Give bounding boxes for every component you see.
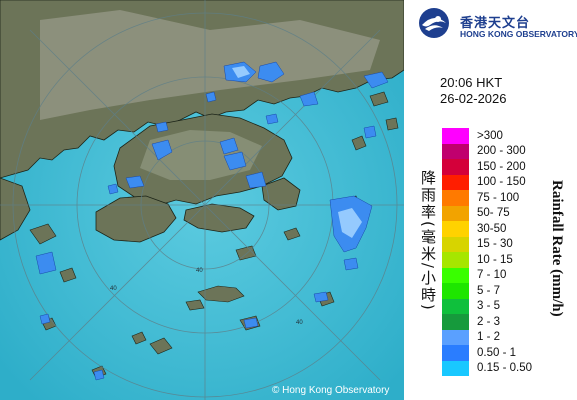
legend-swatch bbox=[442, 159, 469, 175]
legend-label: 15 - 30 bbox=[477, 238, 513, 251]
legend-swatch bbox=[442, 298, 469, 314]
legend-label: 75 - 100 bbox=[477, 191, 520, 204]
legend-row: 2 - 3 bbox=[442, 314, 566, 330]
legend-row: >300 bbox=[442, 128, 566, 144]
legend-row: 30-50 bbox=[442, 221, 566, 237]
legend-title-en: Rainfall Rate (mm/h) bbox=[549, 180, 565, 317]
legend-swatch bbox=[442, 205, 469, 221]
timestamp-time: 20:06 HKT bbox=[440, 75, 503, 90]
copyright-text: © Hong Kong Observatory bbox=[272, 385, 390, 396]
legend-swatch bbox=[442, 143, 469, 159]
legend-title-zh: 降雨率(毫米/小時) bbox=[419, 170, 437, 312]
legend-label: 0.50 - 1 bbox=[477, 346, 516, 359]
rain-echoes-light bbox=[232, 66, 362, 238]
timestamp-date: 26-02-2026 bbox=[440, 91, 507, 106]
legend-label: 7 - 10 bbox=[477, 269, 507, 282]
ring-label: 40 bbox=[296, 320, 303, 326]
legend-row: 7 - 10 bbox=[442, 267, 566, 283]
legend-label: 0.15 - 0.50 bbox=[477, 362, 532, 375]
legend-label: 3 - 5 bbox=[477, 300, 501, 313]
legend-label: 2 - 3 bbox=[477, 315, 501, 328]
rainfall-legend: >300 200 - 300 150 - 200 100 - 150 75 - 100 5… bbox=[442, 128, 566, 376]
legend-swatch bbox=[442, 174, 469, 190]
legend-row: 10 - 15 bbox=[442, 252, 566, 268]
mainland-highlands bbox=[40, 10, 380, 120]
legend-label: >300 bbox=[477, 129, 503, 142]
legend-row: 100 - 150 bbox=[442, 174, 566, 190]
legend-swatch bbox=[442, 329, 469, 345]
legend-row: 1 - 2 bbox=[442, 329, 566, 345]
org-name-en: HONG KONG OBSERVATORY bbox=[460, 29, 577, 39]
legend-swatch bbox=[442, 252, 469, 268]
sai-kung-land bbox=[261, 177, 301, 211]
rain-echoes bbox=[35, 61, 389, 381]
legend-swatch bbox=[442, 283, 469, 299]
legend-swatch bbox=[442, 360, 469, 376]
legend-row: 75 - 100 bbox=[442, 190, 566, 206]
legend-row: 3 - 5 bbox=[442, 298, 566, 314]
hko-logo-icon bbox=[419, 8, 449, 38]
lantau-island-land bbox=[95, 195, 177, 243]
legend-label: 30-50 bbox=[477, 222, 507, 235]
legend-row: 150 - 200 bbox=[442, 159, 566, 175]
legend-row: 0.15 - 0.50 bbox=[442, 360, 566, 376]
legend-swatch bbox=[442, 267, 469, 283]
org-name-zh: 香港天文台 bbox=[460, 16, 531, 31]
legend-row: 200 - 300 bbox=[442, 143, 566, 159]
legend-label: 1 - 2 bbox=[477, 331, 501, 344]
legend-swatch bbox=[442, 190, 469, 206]
ring-label: 40 bbox=[196, 268, 203, 274]
info-panel: 香港天文台 HONG KONG OBSERVATORY 20:06 HKT 26… bbox=[404, 0, 577, 400]
legend-swatch bbox=[442, 221, 469, 237]
ring-label: 40 bbox=[110, 286, 117, 292]
legend-row: 15 - 30 bbox=[442, 236, 566, 252]
legend-row: 0.50 - 1 bbox=[442, 345, 566, 361]
legend-swatch bbox=[442, 345, 469, 361]
legend-label: 5 - 7 bbox=[477, 284, 501, 297]
legend-swatch bbox=[442, 314, 469, 330]
radar-map: 40 40 40 bbox=[0, 0, 404, 400]
legend-label: 50- 75 bbox=[477, 207, 510, 220]
legend-label: 10 - 15 bbox=[477, 253, 513, 266]
header-logo[interactable]: 香港天文台 HONG KONG OBSERVATORY bbox=[414, 6, 577, 40]
legend-row: 50- 75 bbox=[442, 205, 566, 221]
legend-label: 150 - 200 bbox=[477, 160, 526, 173]
legend-label: 100 - 150 bbox=[477, 176, 526, 189]
legend-label: 200 - 300 bbox=[477, 145, 526, 158]
legend-row: 5 - 7 bbox=[442, 283, 566, 299]
west-shore-land bbox=[0, 177, 31, 241]
legend-swatch bbox=[442, 128, 469, 144]
legend-swatch bbox=[442, 236, 469, 252]
timestamp: 20:06 HKT 26-02-2026 bbox=[440, 75, 507, 107]
